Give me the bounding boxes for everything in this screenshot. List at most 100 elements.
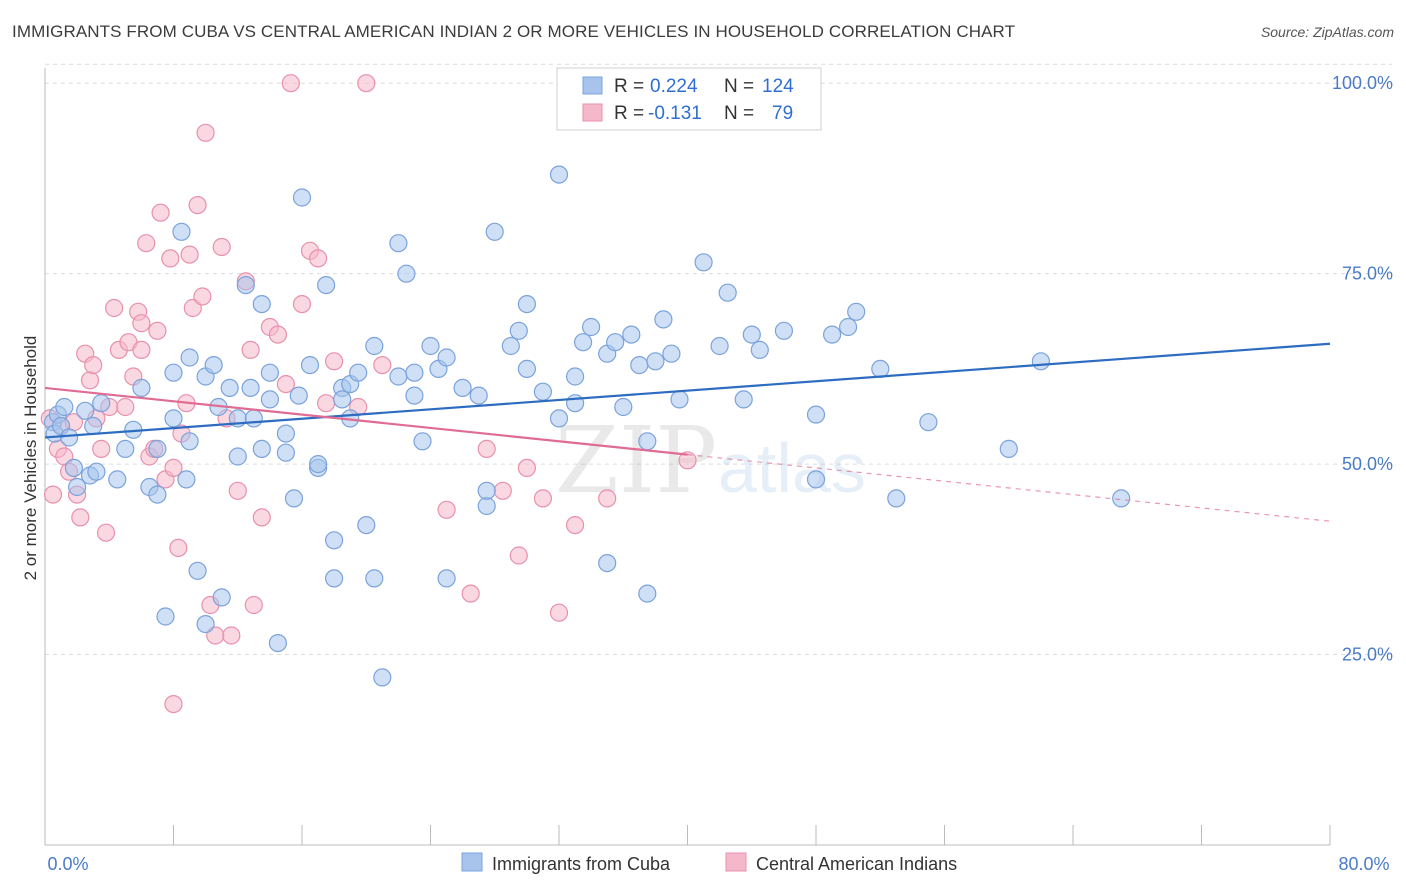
trend-line-cuba xyxy=(44,342,1331,439)
data-point xyxy=(222,626,241,645)
data-point xyxy=(453,378,472,397)
data-point xyxy=(204,356,223,375)
data-point xyxy=(151,203,170,222)
legend-n-value-2: 79 xyxy=(772,103,793,124)
data-point xyxy=(180,348,199,367)
data-point xyxy=(373,668,392,687)
data-point xyxy=(509,321,528,340)
data-point xyxy=(573,333,593,352)
data-point xyxy=(292,295,312,314)
data-point xyxy=(493,481,512,500)
data-point xyxy=(325,569,344,588)
chart-title: IMMIGRANTS FROM CUBA VS CENTRAL AMERICAN… xyxy=(12,22,1016,41)
data-point xyxy=(517,458,537,477)
data-point xyxy=(220,378,239,397)
data-point xyxy=(193,287,212,306)
data-point xyxy=(389,234,408,253)
data-point xyxy=(389,367,408,386)
data-point xyxy=(549,409,569,428)
data-point xyxy=(309,455,328,474)
data-point xyxy=(309,249,328,268)
data-point xyxy=(276,443,295,462)
data-point xyxy=(598,489,617,508)
data-point xyxy=(477,481,496,500)
data-point xyxy=(196,614,215,634)
data-point xyxy=(421,336,440,356)
data-point xyxy=(662,344,681,363)
watermark: ZIP atlas xyxy=(555,407,866,514)
data-point xyxy=(533,489,553,508)
data-point xyxy=(172,222,191,241)
data-point xyxy=(180,432,199,451)
y-tick-label: 75.0% xyxy=(1342,264,1393,284)
data-point xyxy=(774,321,794,340)
data-point xyxy=(241,340,260,359)
data-point xyxy=(1031,352,1051,371)
y-tick-label: 25.0% xyxy=(1342,645,1393,665)
data-point xyxy=(156,607,175,626)
data-point xyxy=(469,386,488,405)
data-point xyxy=(549,603,569,622)
data-point xyxy=(148,321,167,340)
data-point xyxy=(742,325,761,344)
data-point xyxy=(365,569,384,588)
data-point xyxy=(276,375,295,394)
data-point xyxy=(565,367,585,386)
legend-r-value-1: 0.224 xyxy=(650,76,698,97)
data-point xyxy=(654,310,673,329)
data-point xyxy=(598,553,617,573)
legend-r-label-1: R = xyxy=(614,76,644,97)
y-tick-label: 100.0% xyxy=(1332,73,1393,93)
data-point xyxy=(750,340,769,359)
data-point xyxy=(317,276,336,295)
legend-n-label-2: N = xyxy=(724,103,754,124)
data-point xyxy=(1112,489,1131,508)
data-point xyxy=(710,336,729,356)
data-point xyxy=(164,363,183,382)
data-point xyxy=(437,348,456,367)
data-point xyxy=(718,283,737,302)
data-point xyxy=(501,336,520,356)
data-point xyxy=(228,447,247,466)
data-point xyxy=(196,123,215,142)
data-point xyxy=(104,298,124,318)
data-point xyxy=(565,515,585,535)
data-point xyxy=(477,496,496,516)
data-point xyxy=(847,302,866,321)
data-point xyxy=(84,356,103,375)
data-point xyxy=(485,222,504,241)
data-point xyxy=(887,489,906,508)
data-point xyxy=(116,439,135,458)
data-point xyxy=(228,481,247,500)
data-point xyxy=(148,485,167,504)
data-point xyxy=(59,428,79,447)
trend-lines xyxy=(44,342,1331,522)
y-tick-labels: 25.0% 50.0% 75.0% 100.0% xyxy=(1332,73,1393,664)
data-point xyxy=(517,295,537,314)
data-point xyxy=(64,458,84,477)
data-point xyxy=(638,584,657,603)
data-point xyxy=(268,325,287,344)
legend-box: R = 0.224 N = 124 R = -0.131 N = 79 xyxy=(556,67,822,131)
data-point xyxy=(161,249,180,268)
data-point xyxy=(84,416,103,436)
data-point xyxy=(646,352,665,371)
data-point xyxy=(333,390,352,409)
x-tick-label-max: 80.0% xyxy=(1338,854,1389,874)
data-point xyxy=(96,523,116,542)
x-tick-label-min: 0.0% xyxy=(47,854,88,874)
data-point xyxy=(614,397,633,417)
data-point xyxy=(87,462,106,481)
data-point xyxy=(43,485,63,504)
bottom-legend-swatch-pink xyxy=(725,852,747,872)
data-point xyxy=(188,561,207,580)
trend-line-central-american-dashed xyxy=(687,453,1331,522)
data-point xyxy=(284,489,304,508)
data-point xyxy=(405,386,424,405)
bottom-legend: Immigrants from Cuba Central American In… xyxy=(461,852,957,874)
data-point xyxy=(999,439,1018,458)
bottom-legend-swatch-blue xyxy=(461,852,483,872)
legend-n-label-1: N = xyxy=(724,76,754,97)
data-point xyxy=(137,234,156,253)
